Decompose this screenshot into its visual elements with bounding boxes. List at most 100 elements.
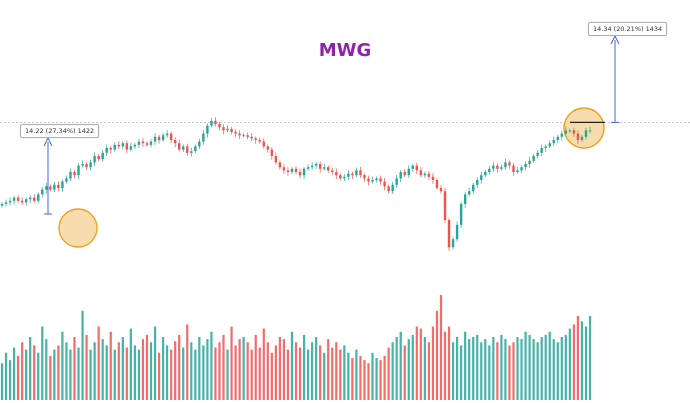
volume-bar [311, 342, 314, 400]
volume-bar [214, 347, 217, 400]
candle-body [113, 144, 116, 150]
volume-bar [367, 363, 370, 400]
volume-bar [218, 342, 221, 400]
volume-bar [254, 334, 257, 400]
volume-bar [500, 334, 503, 400]
volume-bar [516, 337, 519, 400]
volume-bar [65, 342, 68, 400]
volume-bar [476, 334, 479, 400]
candle-body [347, 173, 350, 177]
candle-body [16, 197, 20, 201]
volume-bar [391, 342, 394, 400]
candle-body [133, 144, 137, 147]
candle-body [294, 168, 298, 172]
candle-body [488, 168, 491, 172]
candle-body [93, 156, 96, 163]
volume-bar [572, 324, 575, 400]
candle-body [242, 135, 245, 137]
volume-bar [105, 345, 108, 400]
candle-body [81, 164, 84, 166]
candle-body [61, 181, 64, 188]
candle-body [560, 133, 564, 137]
volume-bar [178, 334, 181, 400]
volume-bar [576, 316, 580, 400]
candle-body [69, 172, 72, 179]
volume-bar [234, 345, 237, 400]
candle-body [65, 178, 68, 182]
right-move-label: 14.34 (20.21%) 1434 [588, 22, 668, 36]
volume-bar [141, 339, 145, 400]
volume-bar [468, 339, 471, 400]
volume-bar [524, 331, 527, 400]
candle-body [371, 180, 374, 182]
candle-body [455, 224, 459, 240]
volume-bar [323, 352, 326, 400]
volume-bar [451, 342, 455, 400]
volume-bar [395, 337, 398, 400]
volume-bar [85, 334, 88, 400]
volume-bar [93, 342, 96, 400]
candle-body [536, 152, 539, 156]
candle-body [24, 199, 28, 203]
candle-body [210, 120, 213, 126]
volume-bar [29, 337, 32, 400]
volume-bar [532, 339, 535, 400]
candle-body [85, 164, 88, 168]
candle-body [540, 148, 543, 153]
volume-bar [371, 352, 374, 400]
volume-bar [129, 328, 132, 400]
candle-body [117, 144, 121, 147]
volume-bar [359, 355, 362, 400]
candle-body [161, 135, 165, 140]
volume-bar [363, 360, 366, 400]
volume-bar [202, 345, 205, 400]
volume-bar [399, 331, 402, 400]
candle-body [298, 172, 302, 176]
candle-body [12, 197, 16, 201]
candle-body [500, 167, 503, 169]
candle-body [331, 170, 334, 172]
volume-bar [153, 326, 157, 400]
volume-bar [37, 352, 40, 400]
volume-bar [89, 349, 92, 400]
candle-body [564, 130, 568, 134]
volume-bar [335, 342, 338, 400]
right-arrow-head [610, 34, 620, 45]
volume-bar [113, 349, 116, 400]
candle-body [568, 130, 572, 132]
volume-bar [25, 349, 28, 400]
volume-bar [170, 349, 173, 400]
candle-body [254, 138, 257, 140]
candle-body [520, 167, 523, 171]
candle-body [355, 170, 358, 176]
volume-bar [226, 349, 229, 400]
volume-bar [4, 352, 8, 400]
candle-body [57, 184, 60, 188]
volume-bar [206, 339, 209, 400]
candle-body [576, 133, 580, 140]
candle-body [387, 186, 390, 192]
volume-bar [584, 326, 588, 400]
volume-bar [174, 341, 177, 400]
candle-body [375, 178, 378, 180]
volume-bar [327, 339, 330, 400]
candle-body [512, 165, 515, 172]
candle-body [8, 200, 12, 203]
candle-body [202, 133, 205, 142]
candle-body [314, 164, 318, 166]
candle-body [391, 184, 394, 192]
candle-body [351, 173, 354, 176]
volume-bar [484, 339, 487, 400]
volume-bar [12, 347, 16, 400]
candle-body [471, 184, 475, 192]
volume-bar [290, 331, 294, 400]
volume-bar [488, 345, 491, 400]
volume-bar [282, 339, 286, 400]
candle-body [552, 140, 555, 144]
volume-bar [492, 337, 495, 400]
candle-body [439, 188, 443, 192]
candle-body [246, 135, 249, 137]
candle-body [238, 133, 241, 136]
candle-body [480, 175, 483, 180]
chart-title: MWG [318, 40, 372, 61]
